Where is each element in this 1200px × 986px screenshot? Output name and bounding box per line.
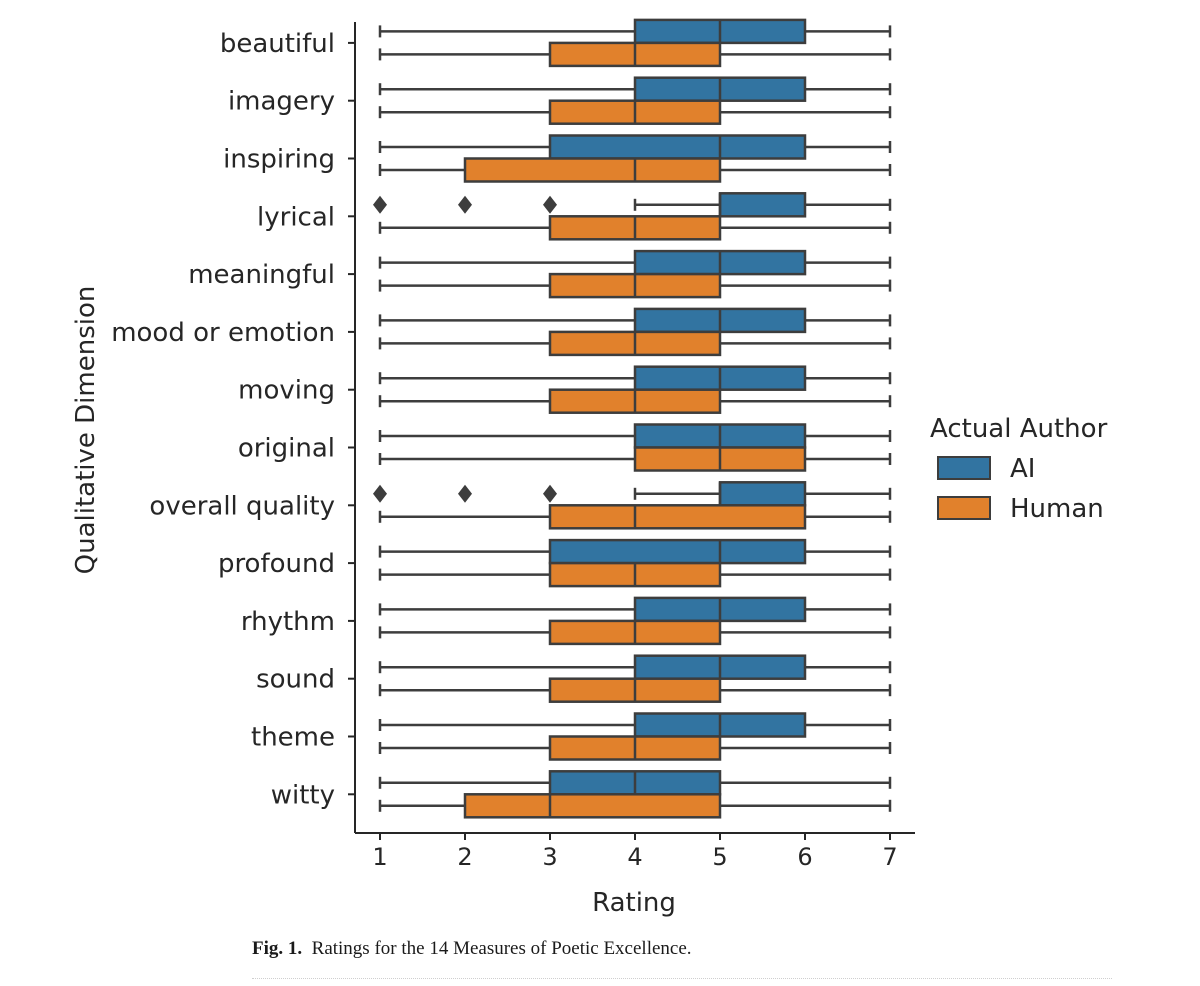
y-axis-label: Qualitative Dimension — [71, 286, 101, 575]
category-label: witty — [271, 780, 335, 810]
category-label: sound — [256, 665, 335, 695]
category-label: meaningful — [188, 260, 335, 290]
legend-swatch-human — [937, 496, 991, 520]
figure-caption-text: Ratings for the 14 Measures of Poetic Ex… — [311, 938, 692, 959]
box-human — [463, 157, 722, 183]
category-label: imagery — [228, 87, 335, 117]
x-tick-label: 2 — [457, 843, 472, 871]
category-label: theme — [251, 723, 335, 753]
x-tick-label: 5 — [712, 843, 727, 871]
category-label: overall quality — [149, 491, 335, 521]
box-ai — [718, 192, 807, 218]
box-ai — [548, 538, 807, 565]
figure-caption-label: Fig. 1 — [252, 938, 298, 959]
box-human — [463, 793, 722, 819]
box-ai — [548, 134, 807, 160]
boxplot-chart: 1 2 3 4 5 6 7 beautiful imagery inspiring lyrical m… — [71, 18, 1108, 918]
outlier-point-ai — [373, 195, 387, 214]
category-label: rhythm — [241, 607, 335, 637]
divider — [252, 978, 1112, 979]
outlier-point-ai — [373, 484, 387, 503]
legend-label-ai: AI — [1010, 454, 1035, 484]
outlier-point-ai — [458, 195, 472, 214]
category-label: beautiful — [220, 29, 335, 59]
x-tick-label: 7 — [882, 843, 897, 871]
category-label: lyrical — [257, 202, 335, 232]
outlier-point-ai — [543, 484, 557, 503]
category-label: moving — [238, 376, 335, 406]
outlier-point-ai — [458, 484, 472, 503]
x-tick-label: 1 — [372, 843, 387, 871]
category-label: profound — [218, 549, 335, 579]
x-tick-label: 3 — [542, 843, 557, 871]
legend-swatch-ai — [937, 456, 991, 480]
legend-label-human: Human — [1010, 494, 1104, 524]
x-axis-label: Rating — [592, 888, 676, 918]
box-ai — [718, 481, 807, 507]
figure-caption: Fig. 1. Ratings for the 14 Measures of P… — [252, 938, 692, 959]
category-label: original — [238, 434, 335, 464]
outlier-point-ai — [543, 195, 557, 214]
category-label: mood or emotion — [111, 318, 335, 348]
x-tick-label: 4 — [627, 843, 642, 871]
legend: Actual Author AI Human — [930, 414, 1108, 524]
x-tick-label: 6 — [797, 843, 812, 871]
legend-title: Actual Author — [930, 414, 1108, 444]
box-human — [548, 504, 807, 530]
category-label: inspiring — [223, 145, 335, 175]
